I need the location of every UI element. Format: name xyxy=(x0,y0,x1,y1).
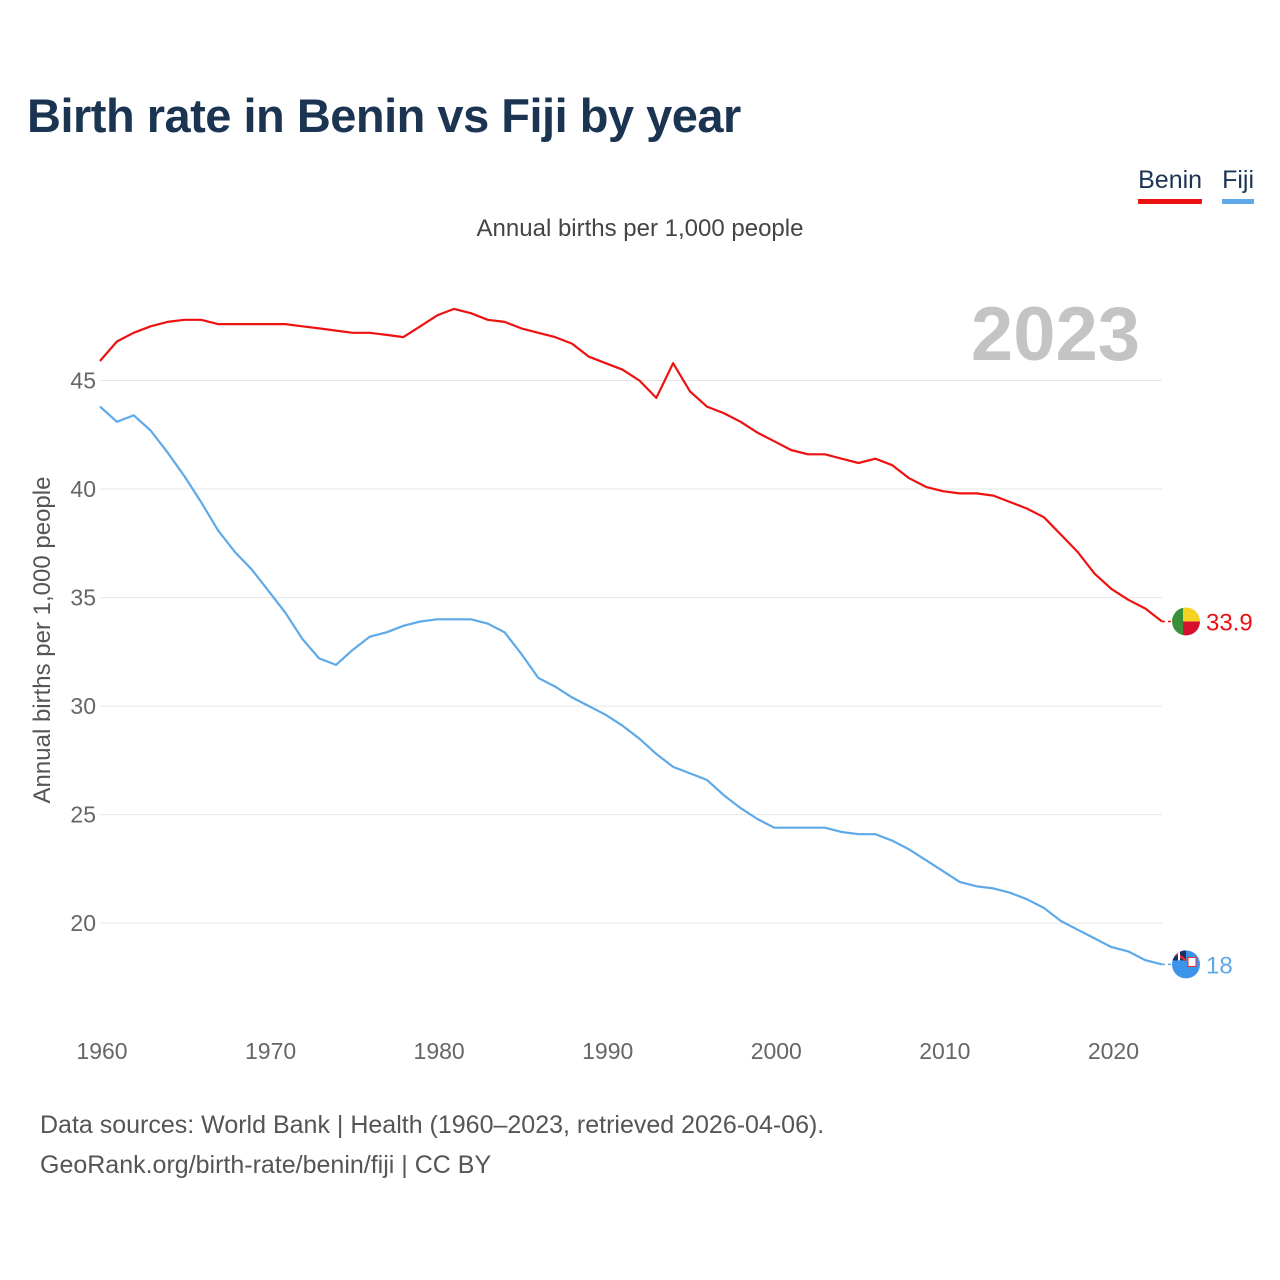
x-tick-label: 2020 xyxy=(1088,1038,1139,1064)
x-tick-label: 1960 xyxy=(76,1038,127,1064)
y-axis-label: Annual births per 1,000 people xyxy=(29,477,56,804)
series-line-benin xyxy=(99,307,1163,623)
legend-item-fiji[interactable]: Fiji xyxy=(1222,166,1254,204)
attribution-link[interactable]: GeoRank.org/birth-rate/benin/fiji | CC B… xyxy=(40,1151,492,1179)
y-tick-label: 45 xyxy=(70,368,96,394)
x-tick-label: 1990 xyxy=(582,1038,633,1064)
y-tick-label: 35 xyxy=(70,585,96,611)
chart-subtitle: Annual births per 1,000 people xyxy=(476,215,804,242)
series-line-fiji xyxy=(99,405,1163,966)
x-tick-label: 1980 xyxy=(414,1038,465,1064)
flag-fiji-icon xyxy=(1172,950,1200,979)
y-tick-label: 30 xyxy=(70,693,96,719)
flag-benin-icon xyxy=(1172,607,1200,636)
y-tick-label: 25 xyxy=(70,802,96,828)
x-tick-label: 2000 xyxy=(751,1038,802,1064)
x-tick-label: 1970 xyxy=(245,1038,296,1064)
y-tick-label: 40 xyxy=(70,476,96,502)
year-watermark: 2023 xyxy=(971,292,1140,377)
data-source-text: Data sources: World Bank | Health (1960–… xyxy=(40,1111,825,1139)
footer: Data sources: World Bank | Health (1960–… xyxy=(40,1105,824,1185)
x-tick-label: 2010 xyxy=(919,1038,970,1064)
chart-title: Birth rate in Benin vs Fiji by year xyxy=(27,89,741,142)
end-value-label-fiji: 18 xyxy=(1206,952,1233,979)
legend: Benin Fiji xyxy=(1138,166,1254,204)
legend-item-benin[interactable]: Benin xyxy=(1138,166,1203,204)
y-tick-label: 20 xyxy=(70,910,96,936)
end-value-label-benin: 33.9 xyxy=(1206,609,1253,636)
